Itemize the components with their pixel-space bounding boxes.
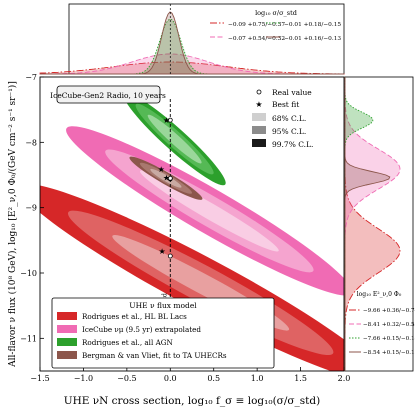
y-tick-label: −9 [25,204,37,213]
legend-marker-label: 95% C.L. [272,127,306,136]
contour-68-cl [139,170,279,252]
flux-legend-label: Rodrigues et al., HL BL Lacs [82,312,187,321]
real-value-marker [167,117,173,123]
flux-legend-label: IceCube νμ (9.5 yr) extrapolated [82,325,201,334]
x-axis-label: UHE νN cross section, log₁₀ f_σ ≡ log₁₀(… [64,395,320,407]
flux-legend-label: Bergman & van Vliet, fit to TA UHECRs [82,351,227,360]
real-value-marker [167,175,173,181]
best-fit-marker: ★ [163,116,170,125]
best-fit-marker: ★ [158,165,165,174]
right-marginal-value: −7.66 +0.15/−0.18 [363,336,415,342]
contour-series-3 [123,92,226,186]
real-value-marker [167,253,173,259]
contour-68-cl [150,168,182,188]
legend-cl-box [252,126,266,134]
y-tick-label: −7 [25,73,37,82]
flux-legend-swatch [57,312,77,320]
right-axis-label: log₁₀ E²_ν,0 Φ₀ [357,291,402,298]
flux-legend-label: Rodrigues et al., all AGN [82,338,173,347]
x-tick-label: −0.5 [117,374,136,383]
x-tick-label: 1.0 [251,374,264,383]
panel-title: IceCube-Gen2 Radio, 10 years [50,91,166,100]
contour-series-2 [66,126,344,296]
flux-legend-box [51,297,275,369]
marker-legend: Real value ★ Best fit 68% C.L. 95% C.L. 99.7%… [252,88,313,149]
x-tick-label: −1.0 [74,374,93,383]
flux-legend-swatch [57,325,77,333]
top-marginal-value: −0.07 +0.54/−0.32 [228,36,285,42]
best-fit-marker: ★ [163,174,170,183]
main-plot-frame [39,76,345,372]
x-tick-label: 1.5 [294,374,307,383]
contour-layer [40,92,344,371]
legend-cl-box [252,139,266,147]
flux-legend-swatch [57,351,77,359]
top-axis-label: log₁₀ σ/σ_std [255,9,297,17]
y-tick-label: −11 [20,334,37,343]
right-marginal-curve [344,77,391,371]
top-marginal-curve [40,11,344,75]
legend-cl-box [252,113,266,121]
legend-marker-label: 68% C.L. [272,114,306,123]
best-fit-marker: ★ [158,247,165,256]
flux-legend: UHE ν flux model Rodrigues et al., HL BL … [51,297,275,369]
y-tick-label: −10 [20,269,37,278]
x-tick-label: 0.0 [164,374,177,383]
top-marginal-value: −0.01 +0.18/−0.15 [284,22,341,28]
right-marginal-value: −8.54 +0.15/−0.15 [363,350,415,356]
contour-series-4 [129,156,203,200]
top-marginal-value: −0.01 +0.16/−0.13 [284,36,341,42]
legend-real-marker [256,89,262,95]
panel-title-box [56,85,161,104]
x-tick-label: 2.0 [338,374,351,383]
y-tick-label: −8 [25,138,37,147]
flux-legend-title: UHE ν flux model [129,301,197,310]
contour-68-cl [147,114,202,164]
legend-marker-label: Real value [272,88,312,97]
y-axis-label: All-flavor ν flux (10⁸ GeV), log₁₀ [E²_ν… [7,81,18,368]
right-marginal-value: −9.66 +0.36/−0.74 [363,308,415,314]
legend-bestfit-marker: ★ [255,100,262,109]
x-tick-label: 0.5 [207,374,220,383]
legend-marker-label: 99.7% C.L. [272,140,313,149]
x-tick-label: −1.5 [30,374,49,383]
flux-legend-swatch [57,338,77,346]
top-marginal-value: −0.09 +0.75/−0.37 [228,22,285,28]
top-marginal-curve [39,61,345,75]
legend-marker-label: Best fit [272,100,299,109]
right-marginal-value: −8.41 +0.32/−0.53 [363,322,415,328]
